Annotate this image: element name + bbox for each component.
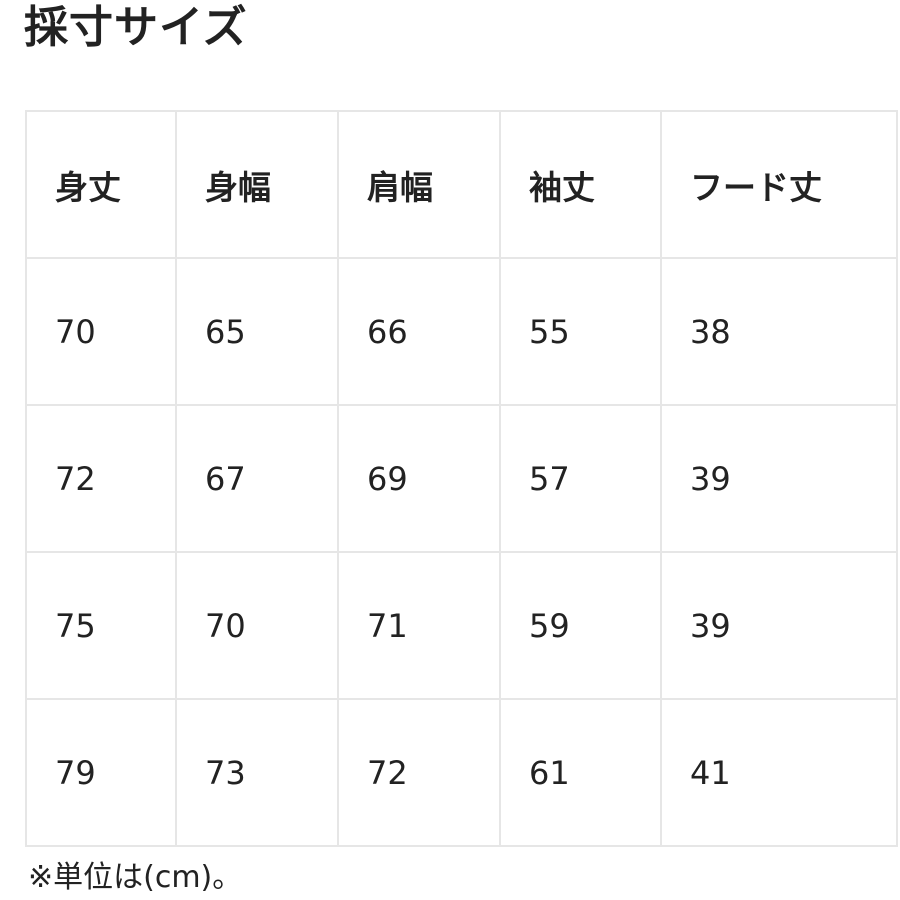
table-row: 75 70 71 59 39	[25, 551, 898, 700]
table-cell: 38	[660, 257, 898, 406]
table-cell: 65	[175, 257, 339, 406]
page-title: 採寸サイズ	[24, 2, 248, 53]
table-cell: 71	[337, 551, 501, 700]
table-cell: 79	[25, 698, 177, 847]
table-row: 79 73 72 61 41	[25, 698, 898, 847]
table-cell: 72	[25, 404, 177, 553]
column-header: 身幅	[175, 110, 339, 259]
table-cell: 67	[175, 404, 339, 553]
table-cell: 61	[499, 698, 662, 847]
table-cell: 59	[499, 551, 662, 700]
table-header-row: 身丈 身幅 肩幅 袖丈 フード丈	[25, 110, 898, 259]
table-cell: 70	[25, 257, 177, 406]
table-cell: 73	[175, 698, 339, 847]
table-cell: 55	[499, 257, 662, 406]
table-cell: 69	[337, 404, 501, 553]
table-cell: 39	[660, 551, 898, 700]
table-row: 72 67 69 57 39	[25, 404, 898, 553]
column-header: フード丈	[660, 110, 898, 259]
unit-note: ※単位は(cm)。	[28, 860, 243, 895]
table-cell: 72	[337, 698, 501, 847]
table-cell: 57	[499, 404, 662, 553]
table-cell: 70	[175, 551, 339, 700]
column-header: 身丈	[25, 110, 177, 259]
table-cell: 75	[25, 551, 177, 700]
column-header: 袖丈	[499, 110, 662, 259]
table-cell: 41	[660, 698, 898, 847]
size-table: 身丈 身幅 肩幅 袖丈 フード丈 70 65 66 55 38 72 67 69 57 39 75 70 71 5…	[25, 110, 898, 847]
table-row: 70 65 66 55 38	[25, 257, 898, 406]
column-header: 肩幅	[337, 110, 501, 259]
table-cell: 66	[337, 257, 501, 406]
table-cell: 39	[660, 404, 898, 553]
